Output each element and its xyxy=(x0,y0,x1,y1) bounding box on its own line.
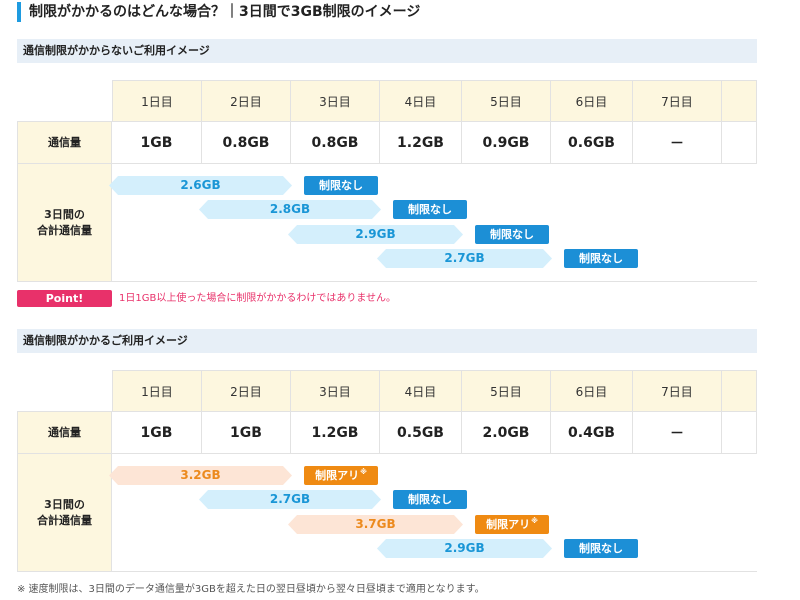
total-arrow: 2.7GB xyxy=(199,490,381,509)
total-arrow: 2.9GB xyxy=(377,539,552,558)
point-badge: Point! xyxy=(17,290,112,307)
day-header: 1日目 xyxy=(112,80,202,122)
header-empty xyxy=(17,370,112,412)
usage-value: 1.2GB xyxy=(291,412,380,454)
day-header: 7日目 xyxy=(633,80,722,122)
day-header: 3日目 xyxy=(291,370,380,412)
no-limit-badge: 制限なし xyxy=(304,176,378,195)
header-overflow xyxy=(722,80,757,122)
total-arrow: 2.8GB xyxy=(199,200,381,219)
total-arrow: 2.9GB xyxy=(288,225,463,244)
total-label-line1: 3日間の xyxy=(44,207,85,221)
section-title-no-limit: 通信制限がかからないご利用イメージ xyxy=(17,39,757,63)
day-header: 2日目 xyxy=(202,80,291,122)
usage-value xyxy=(722,412,757,454)
total-arrow: 2.7GB xyxy=(377,249,552,268)
usage-value: 1.2GB xyxy=(380,122,462,164)
total-label-line1: 3日間の xyxy=(44,497,85,511)
day-header: 6日目 xyxy=(551,370,633,412)
badge-label: 制限なし xyxy=(490,228,534,241)
total-arrow: 3.2GB xyxy=(109,466,292,485)
usage-value: － xyxy=(633,122,722,164)
day-header: 6日目 xyxy=(551,80,633,122)
no-limit-badge: 制限なし xyxy=(393,200,467,219)
day-header: 2日目 xyxy=(202,370,291,412)
section-title-with-limit: 通信制限がかかるご利用イメージ xyxy=(17,329,757,353)
page-title: 制限がかかるのはどんな場合？｜3日間で3GB制限のイメージ xyxy=(17,2,420,22)
total-label-line2: 合計通信量 xyxy=(37,513,92,527)
day-header: 4日目 xyxy=(380,370,462,412)
badge-label: 制限なし xyxy=(408,203,452,216)
badge-label: 制限なし xyxy=(579,542,623,555)
badge-label: 制限アリ xyxy=(315,469,360,482)
day-header: 7日目 xyxy=(633,370,722,412)
no-limit-badge: 制限なし xyxy=(393,490,467,509)
day-header: 5日目 xyxy=(462,80,551,122)
badge-label: 制限なし xyxy=(408,493,452,506)
usage-value xyxy=(722,122,757,164)
usage-value: 0.6GB xyxy=(551,122,633,164)
usage-value: 0.4GB xyxy=(551,412,633,454)
day-header: 5日目 xyxy=(462,370,551,412)
usage-value: － xyxy=(633,412,722,454)
limit-applied-badge: 制限アリ※ xyxy=(475,515,549,534)
footnote: ※ 速度制限は、3日間のデータ通信量が3GBを超えた日の翌日昼頃から翌々日昼頃ま… xyxy=(17,584,485,595)
total-label-line2: 合計通信量 xyxy=(37,223,92,237)
no-limit-badge: 制限なし xyxy=(475,225,549,244)
badge-label: 制限アリ xyxy=(486,518,531,531)
total-arrow: 2.6GB xyxy=(109,176,292,195)
total-row-label: 3日間の合計通信量 xyxy=(17,164,112,282)
note-mark: ※ xyxy=(360,468,367,476)
usage-value: 0.9GB xyxy=(462,122,551,164)
usage-value: 0.5GB xyxy=(380,412,462,454)
total-row-label: 3日間の合計通信量 xyxy=(17,454,112,572)
day-header: 1日目 xyxy=(112,370,202,412)
usage-row-label: 通信量 xyxy=(17,412,112,454)
usage-row-label: 通信量 xyxy=(17,122,112,164)
point-text: 1日1GB以上使った場合に制限がかかるわけではありません。 xyxy=(119,293,397,304)
header-overflow xyxy=(722,370,757,412)
limit-applied-badge: 制限アリ※ xyxy=(304,466,378,485)
note-mark: ※ xyxy=(531,517,538,525)
day-header: 3日目 xyxy=(291,80,380,122)
usage-value: 2.0GB xyxy=(462,412,551,454)
usage-value: 1GB xyxy=(202,412,291,454)
no-limit-badge: 制限なし xyxy=(564,249,638,268)
no-limit-badge: 制限なし xyxy=(564,539,638,558)
badge-label: 制限なし xyxy=(579,252,623,265)
badge-label: 制限なし xyxy=(319,179,363,192)
total-arrow: 3.7GB xyxy=(288,515,463,534)
usage-value: 1GB xyxy=(112,122,202,164)
usage-value: 0.8GB xyxy=(291,122,380,164)
day-header: 4日目 xyxy=(380,80,462,122)
usage-value: 1GB xyxy=(112,412,202,454)
usage-value: 0.8GB xyxy=(202,122,291,164)
header-empty xyxy=(17,80,112,122)
